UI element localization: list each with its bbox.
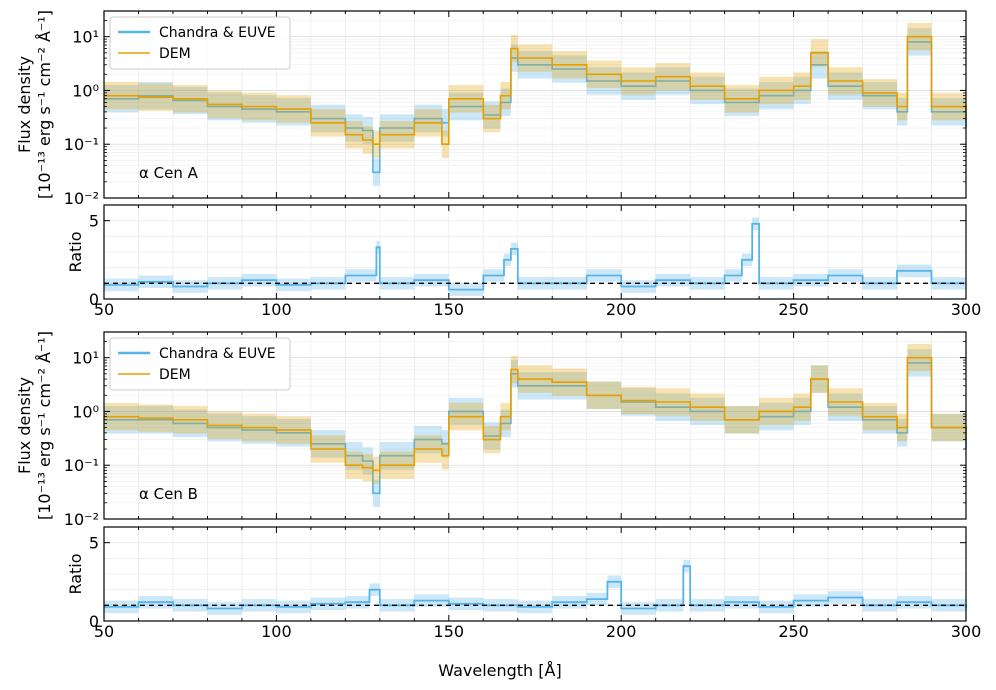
x-tick-label: 300 <box>951 622 982 641</box>
y-axis-label: Ratio <box>66 231 85 272</box>
x-tick-label: 150 <box>434 300 465 319</box>
series-line <box>104 356 967 472</box>
x-tick-label: 200 <box>606 300 637 319</box>
series-line <box>104 35 967 145</box>
x-tick-label: 250 <box>778 300 809 319</box>
plot-frame <box>103 10 967 199</box>
legend-entry: DEM <box>159 46 191 62</box>
y-tick-label: 10⁰ <box>72 402 99 421</box>
legend-entry: Chandra & EUVE <box>159 25 276 41</box>
plot-frame <box>103 526 967 622</box>
x-ticks <box>103 11 967 198</box>
y-tick-label: 10⁻¹ <box>64 135 99 154</box>
y-tick-label: 10⁰ <box>72 81 99 100</box>
x-tick-label: 300 <box>951 300 982 319</box>
plot-frame <box>103 204 967 300</box>
y-tick-label: 0 <box>89 612 99 631</box>
x-tick-label: 100 <box>261 622 292 641</box>
x-tick-label: 150 <box>434 622 465 641</box>
legend: Chandra & EUVE DEM <box>109 337 291 391</box>
y-axis-label-units: [10⁻¹³ erg s⁻¹ cm⁻² Å⁻¹] <box>35 331 54 520</box>
x-tick-label: 200 <box>606 622 637 641</box>
x-ticks <box>103 332 967 519</box>
y-tick-label: 10¹ <box>72 349 99 368</box>
legend-entry: Chandra & EUVE <box>159 346 276 362</box>
y-ticks: 05 <box>89 212 966 309</box>
y-tick-label: 10⁻² <box>64 189 99 208</box>
x-tick-label: 100 <box>261 300 292 319</box>
legend-entry: DEM <box>159 367 191 383</box>
y-tick-label: 0 <box>89 290 99 309</box>
series-ratio <box>104 217 967 296</box>
panel-flux-b: 10⁻² 10⁻¹ 10⁰ 10¹ Flux density [10⁻¹³ erg s⁻¹… <box>15 331 967 529</box>
legend-box <box>109 16 291 70</box>
legend: Chandra & EUVE DEM <box>109 16 291 70</box>
y-ticks: 10⁻² 10⁻¹ 10⁰ 10¹ <box>64 10 966 208</box>
panel-flux-a: 10⁻² 10⁻¹ 10⁰ 10¹ Flux density [10⁻¹³ erg s⁻¹… <box>15 10 967 208</box>
y-tick-label: 10¹ <box>72 28 99 47</box>
series-dem <box>104 22 967 158</box>
y-tick-label: 5 <box>89 212 99 231</box>
y-axis-label: Ratio <box>66 553 85 594</box>
y-tick-label: 5 <box>89 534 99 553</box>
x-tick-label: 50 <box>94 622 114 641</box>
x-tick-label: 50 <box>94 300 114 319</box>
series-ratio <box>104 559 967 615</box>
x-tick-label: 250 <box>778 622 809 641</box>
x-ticks <box>103 205 967 299</box>
x-axis-label: Wavelength [Å] <box>438 661 561 680</box>
y-ticks: 10⁻² 10⁻¹ 10⁰ 10¹ <box>64 331 966 529</box>
y-tick-label: 10⁻² <box>64 510 99 529</box>
star-label: α Cen B <box>139 485 198 503</box>
y-ticks: 05 <box>89 534 966 631</box>
plot-frame <box>103 331 967 520</box>
x-ticks <box>103 527 967 621</box>
series-dem <box>104 343 967 485</box>
y-axis-label-units: [10⁻¹³ erg s⁻¹ cm⁻² Å⁻¹] <box>35 10 54 199</box>
y-axis-label: Flux density <box>15 377 34 474</box>
y-axis-label: Flux density <box>15 56 34 153</box>
star-label: α Cen A <box>139 164 199 182</box>
legend-box <box>109 337 291 391</box>
y-tick-label: 10⁻¹ <box>64 456 99 475</box>
